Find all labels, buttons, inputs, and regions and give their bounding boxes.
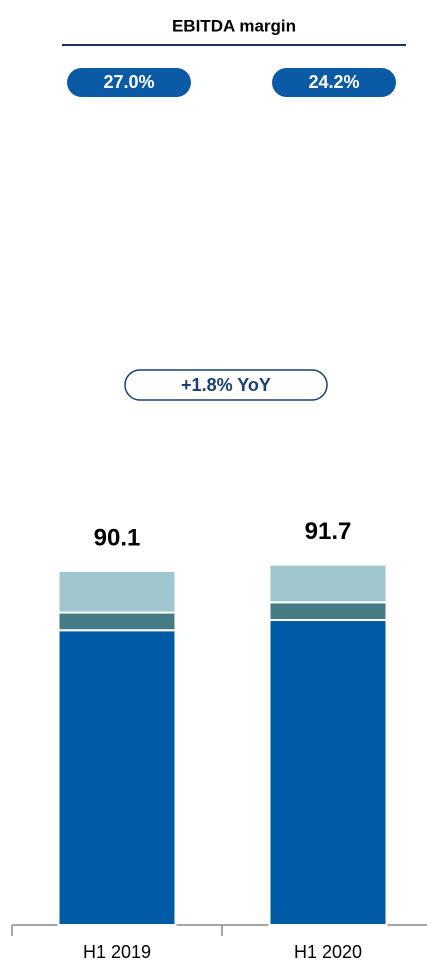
- margin-title: EBITDA margin: [172, 16, 296, 35]
- margin-pill: [272, 68, 396, 97]
- bar-segment: [57, 569, 177, 614]
- yoy-label: +1.8% YoY: [181, 375, 271, 395]
- x-tick-label: H1 2019: [83, 942, 151, 960]
- bar-segment: [268, 619, 388, 926]
- yoy-pill: [124, 369, 328, 401]
- margin-pill: [67, 68, 191, 97]
- bar-segment: [268, 601, 388, 622]
- total-label: 90.1: [94, 524, 141, 551]
- total-label: 91.7: [305, 518, 352, 545]
- bar-segment: [268, 563, 388, 604]
- bar-segment: [57, 629, 177, 926]
- x-tick-label: H1 2020: [294, 942, 362, 960]
- margin-label: 24.2%: [308, 72, 359, 92]
- bar-segment: [57, 611, 177, 632]
- margin-label: 27.0%: [103, 72, 154, 92]
